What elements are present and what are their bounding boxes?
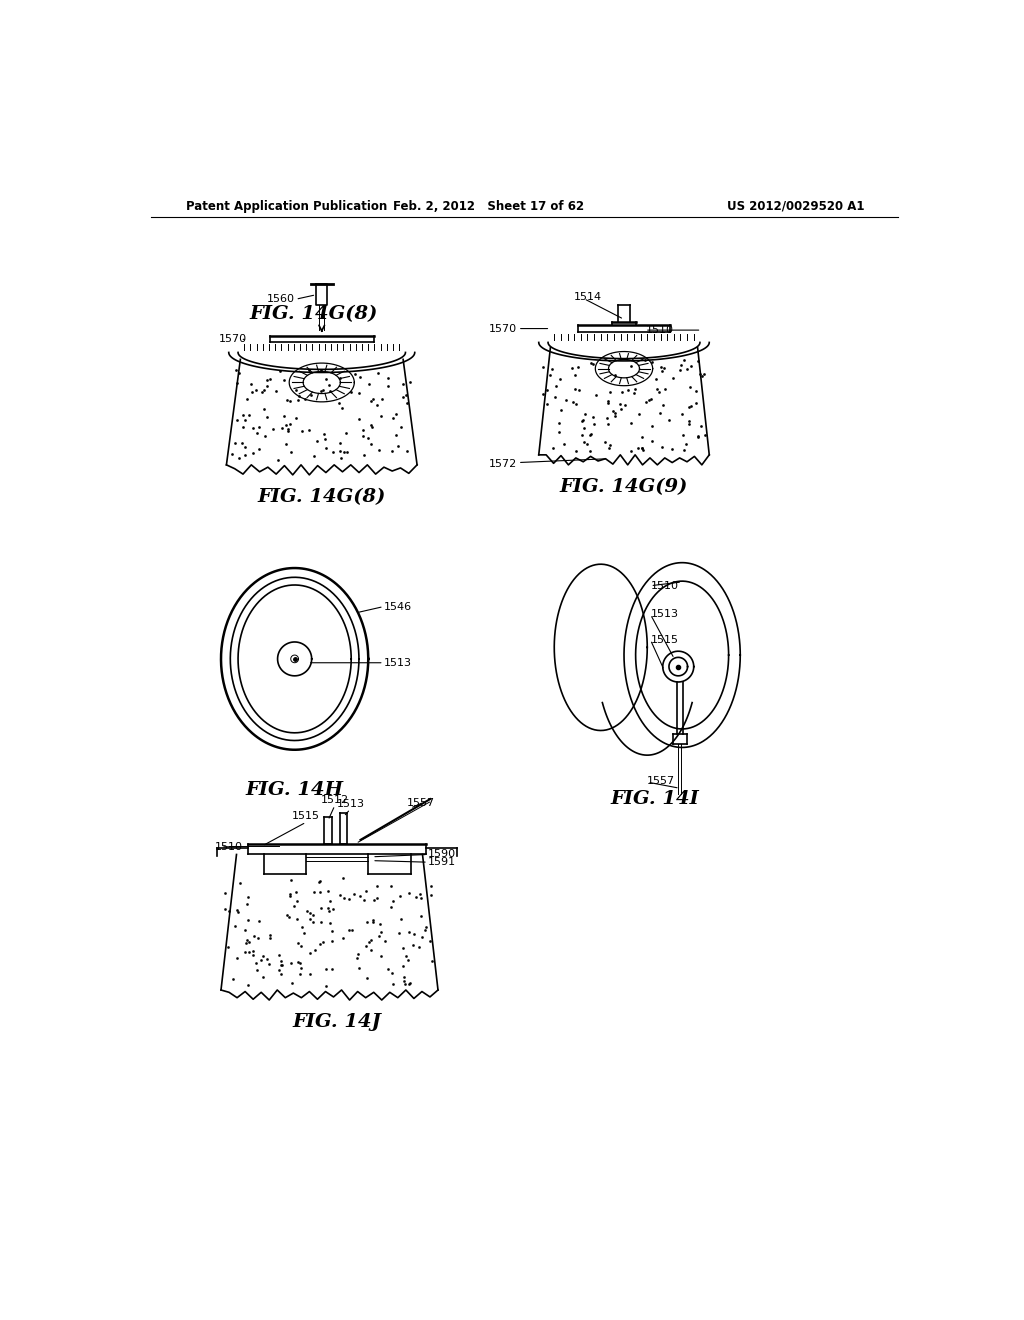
Text: FIG. 14I: FIG. 14I: [610, 789, 699, 808]
Text: FIG. 14G(8): FIG. 14G(8): [250, 305, 378, 323]
Text: 1557: 1557: [407, 799, 435, 808]
Text: 1570: 1570: [218, 334, 247, 345]
Text: 1512: 1512: [321, 795, 349, 805]
Text: US 2012/0029520 A1: US 2012/0029520 A1: [727, 199, 864, 213]
Text: FIG. 14G(9): FIG. 14G(9): [560, 478, 688, 496]
Text: 1510: 1510: [215, 842, 243, 851]
Text: 1515: 1515: [650, 635, 678, 644]
Text: 1572: 1572: [488, 459, 517, 469]
Text: 1513: 1513: [384, 657, 412, 668]
Text: 1590: 1590: [428, 850, 456, 859]
Text: Patent Application Publication: Patent Application Publication: [186, 199, 387, 213]
Text: FIG. 14J: FIG. 14J: [293, 1014, 382, 1031]
Text: 1513: 1513: [650, 610, 678, 619]
Text: 1557: 1557: [647, 776, 676, 785]
Text: 1560: 1560: [266, 294, 295, 305]
Text: 1514: 1514: [573, 292, 602, 302]
Text: 1591: 1591: [428, 857, 456, 867]
Text: 1515: 1515: [292, 810, 321, 821]
Text: FIG. 14H: FIG. 14H: [246, 780, 344, 799]
Text: 1510: 1510: [646, 325, 674, 335]
Text: 1513: 1513: [337, 799, 365, 809]
Text: 1570: 1570: [488, 323, 517, 334]
Text: 1510: 1510: [650, 581, 678, 591]
Text: Feb. 2, 2012   Sheet 17 of 62: Feb. 2, 2012 Sheet 17 of 62: [393, 199, 584, 213]
Text: FIG. 14G(8): FIG. 14G(8): [258, 488, 386, 506]
Text: 1546: 1546: [384, 602, 412, 611]
